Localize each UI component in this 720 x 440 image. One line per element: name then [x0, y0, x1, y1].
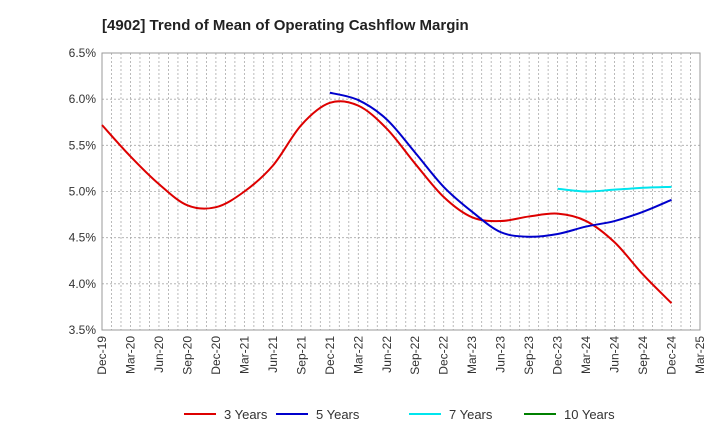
x-tick-label: Dec-24 [665, 336, 679, 375]
legend-label-10-years: 10 Years [564, 407, 615, 422]
x-tick-label: Dec-20 [209, 336, 223, 375]
grid [101, 52, 701, 331]
x-tick-label: Jun-24 [608, 336, 622, 373]
x-tick-label: Mar-24 [579, 336, 593, 374]
x-tick-label: Mar-20 [123, 336, 137, 374]
x-tick-label: Mar-25 [693, 336, 707, 374]
chart-title: [4902] Trend of Mean of Operating Cashfl… [102, 17, 469, 34]
y-tick-label: 4.0% [69, 277, 97, 291]
plot-frame [101, 52, 701, 331]
x-tick-label: Sep-21 [294, 336, 308, 375]
x-tick-label: Mar-21 [237, 336, 251, 374]
x-tick-label: Jun-20 [152, 336, 166, 373]
legend-label-3-years: 3 Years [224, 407, 268, 422]
y-tick-label: 4.5% [69, 231, 97, 245]
x-axis: Dec-19 Mar-20 Jun-20 Sep-20 Dec-20 Mar-21 Jun-… [95, 336, 707, 375]
x-tick-label: Sep-24 [636, 336, 650, 375]
series-lines [101, 91, 673, 304]
x-tick-label: Jun-21 [266, 336, 280, 373]
x-tick-label: Jun-23 [494, 336, 508, 373]
x-tick-label: Mar-22 [351, 336, 365, 374]
y-tick-label: 5.0% [69, 185, 97, 199]
legend: 3 Years 5 Years 7 Years 10 Years [184, 407, 615, 422]
y-tick-label: 5.5% [69, 138, 97, 152]
series-line-5-years [329, 91, 672, 238]
x-tick-label: Mar-23 [465, 336, 479, 374]
y-tick-label: 6.5% [69, 46, 97, 60]
x-tick-label: Dec-23 [551, 336, 565, 375]
y-tick-label: 6.0% [69, 92, 97, 106]
series-line-3-years [101, 100, 673, 304]
x-tick-label: Dec-19 [95, 336, 109, 375]
y-axis: 3.5% 4.0% 4.5% 5.0% 5.5% 6.0% 6.5% [69, 46, 97, 337]
legend-label-7-years: 7 Years [449, 407, 493, 422]
x-tick-label: Dec-22 [437, 336, 451, 375]
x-tick-label: Jun-22 [380, 336, 394, 373]
legend-label-5-years: 5 Years [316, 407, 360, 422]
x-tick-label: Dec-21 [323, 336, 337, 375]
y-tick-label: 3.5% [69, 323, 97, 337]
series-line-7-years [557, 185, 672, 193]
x-tick-label: Sep-20 [180, 336, 194, 375]
x-tick-label: Sep-22 [408, 336, 422, 375]
x-tick-label: Sep-23 [522, 336, 536, 375]
